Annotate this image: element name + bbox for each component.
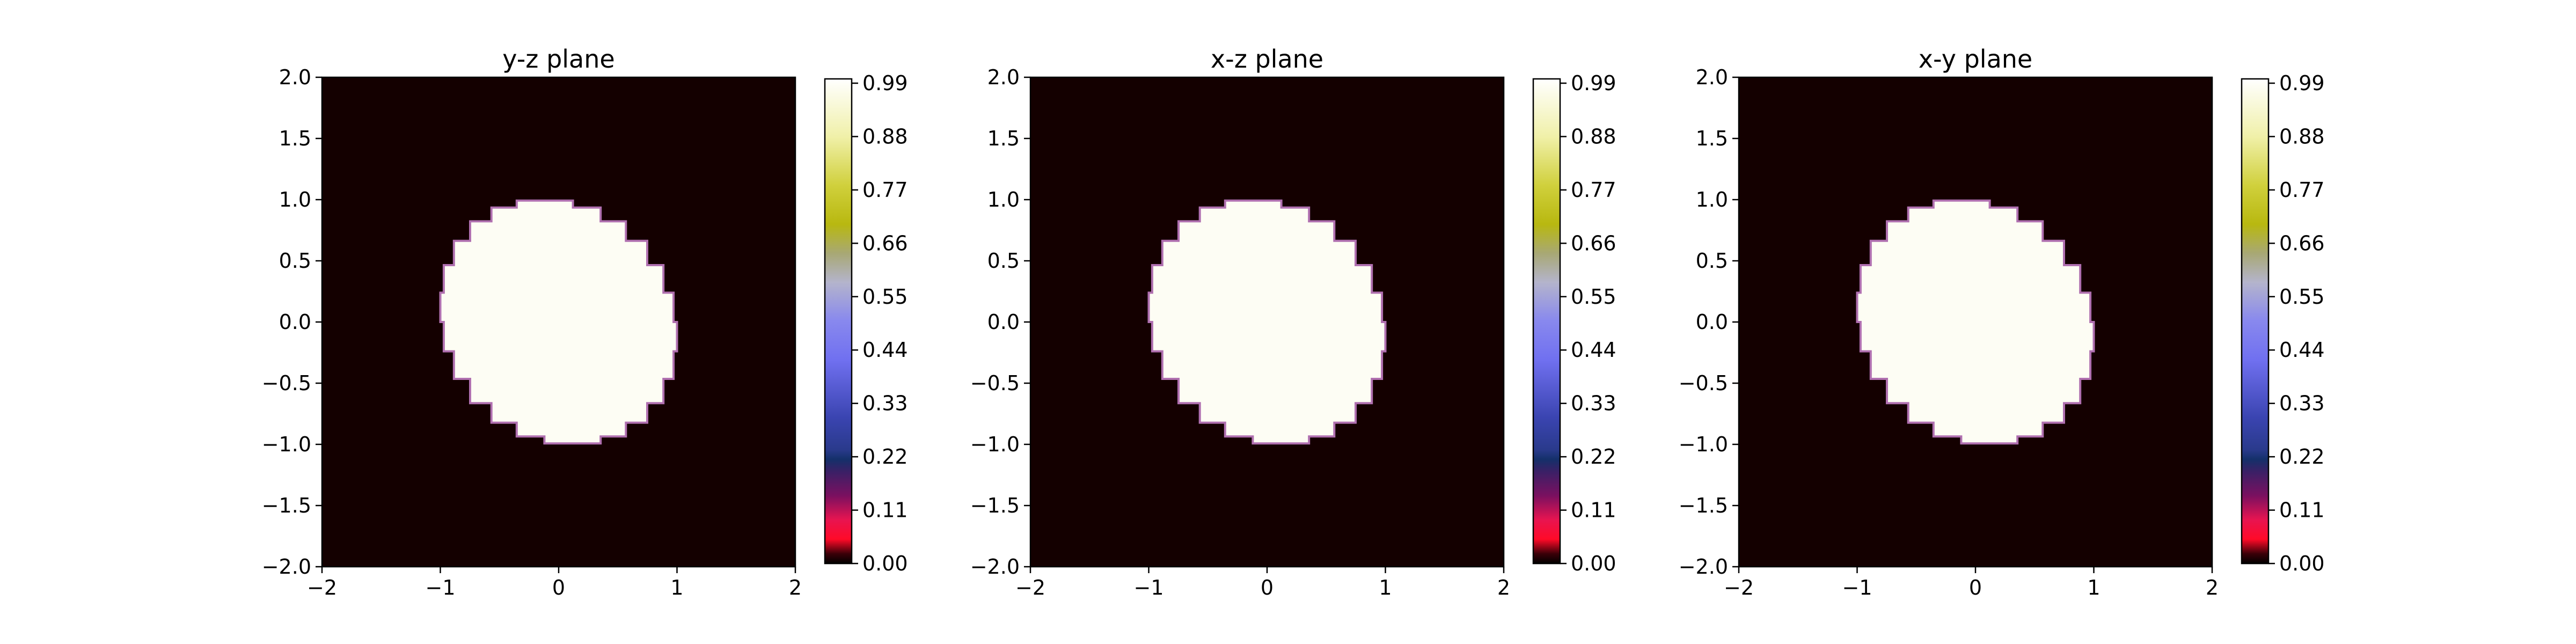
colorbar-frame	[2241, 78, 2270, 565]
y-tick-label: −1.0	[1679, 433, 1728, 456]
y-tick-label: 2.0	[279, 65, 311, 89]
x-tick-label: −2	[307, 576, 337, 599]
y-tick-label: 0.0	[1696, 310, 1728, 334]
y-tick-label: −1.5	[970, 494, 1020, 517]
colorbar-tick-label: 0.22	[862, 445, 908, 469]
colorbar	[1533, 79, 1560, 564]
colorbar-tick-label: 0.33	[2279, 392, 2325, 415]
colorbar-tick-label: 0.11	[862, 499, 908, 522]
colorbar-tick-label: 0.55	[1571, 285, 1616, 309]
colorbar-tick-label: 0.77	[1571, 178, 1616, 202]
disk-region	[1147, 199, 1387, 445]
y-tick-label: 1.5	[1696, 127, 1728, 150]
disk-region	[1856, 199, 2095, 445]
colorbar-tick-label: 0.88	[2279, 125, 2325, 148]
colorbar-tick-label: 0.66	[862, 231, 908, 255]
colorbar-tick-label: 0.88	[1571, 125, 1616, 148]
panel-title: x-y plane	[1919, 45, 2032, 74]
colorbar-tick-label: 0.11	[2279, 499, 2325, 522]
colorbar-tick-label: 0.00	[2279, 552, 2325, 575]
colorbar-tick-label: 0.77	[862, 178, 908, 202]
y-tick-label: −2.0	[1679, 555, 1728, 579]
colorbar-tick-label: 0.99	[2279, 71, 2325, 95]
colorbar-tick-label: 0.33	[862, 392, 908, 415]
y-tick-label: −0.5	[262, 371, 311, 395]
y-tick-label: 1.5	[279, 127, 311, 150]
x-tick-label: −1	[1842, 576, 1872, 599]
y-tick-label: 0.5	[279, 249, 311, 273]
x-tick-label: 2	[789, 576, 802, 599]
colorbar-tick-label: 0.44	[2279, 338, 2325, 362]
x-tick-label: 2	[1497, 576, 1510, 599]
colorbar-tick-label: 0.11	[1571, 499, 1616, 522]
colorbar-tick-label: 0.00	[862, 552, 908, 575]
panel-2: x-z plane −2 −1 0 1 2 2.0 1.5 1.0 0.5 0.0 −0.5 −1.0 −…	[970, 45, 1616, 599]
panel-3: x-y plane −2 −1 0 1 2 2.0 1.5 1.0 0.5 0.0 −0.5 −1.0 −…	[1679, 45, 2325, 599]
colorbar-tick-label: 0.22	[2279, 445, 2325, 469]
y-tick-label: 1.0	[1696, 188, 1728, 211]
y-tick-label: 2.0	[987, 65, 1020, 89]
colorbar-tick-label: 0.00	[1571, 552, 1616, 575]
colorbar-frame	[824, 78, 853, 565]
x-tick-label: 1	[670, 576, 683, 599]
y-tick-label: 2.0	[1696, 65, 1728, 89]
colorbar-tick-label: 0.55	[862, 285, 908, 309]
x-tick-label: −1	[1133, 576, 1163, 599]
x-tick-label: 2	[2206, 576, 2219, 599]
x-tick-label: −2	[1015, 576, 1045, 599]
colorbar-tick-label: 0.33	[1571, 392, 1616, 415]
x-tick-label: 0	[1261, 576, 1274, 599]
colorbar-tick-label: 0.22	[1571, 445, 1616, 469]
y-tick-label: −1.5	[1679, 494, 1728, 517]
y-tick-label: −1.5	[262, 494, 311, 517]
x-tick-label: 1	[1379, 576, 1392, 599]
y-tick-label: −2.0	[970, 555, 1020, 579]
colorbar-frame	[1532, 78, 1561, 565]
colorbar-tick-label: 0.88	[862, 125, 908, 148]
colorbar-tick-label: 0.66	[1571, 231, 1616, 255]
y-tick-label: 0.5	[987, 249, 1020, 273]
y-tick-label: 0.5	[1696, 249, 1728, 273]
colorbar	[2242, 79, 2268, 564]
x-tick-label: 1	[2087, 576, 2100, 599]
disk-region	[439, 199, 678, 445]
x-tick-label: −1	[425, 576, 455, 599]
colorbar-tick-label: 0.44	[1571, 338, 1616, 362]
colorbar	[825, 79, 852, 564]
colorbar-tick-label: 0.44	[862, 338, 908, 362]
y-tick-label: −0.5	[970, 371, 1020, 395]
panel-title: y-z plane	[502, 45, 614, 74]
x-tick-label: −2	[1724, 576, 1754, 599]
x-tick-label: 0	[552, 576, 565, 599]
y-tick-label: 1.0	[987, 188, 1020, 211]
panel-1: y-z plane −2 −1 0 1 2 2.0 1.5 1.0 0.5 0.0 −0.5 −1.0 −…	[262, 45, 908, 599]
y-tick-label: −1.0	[970, 433, 1020, 456]
x-tick-label: 0	[1969, 576, 1982, 599]
panel-title: x-z plane	[1211, 45, 1323, 74]
y-tick-label: 1.5	[987, 127, 1020, 150]
colorbar-tick-label: 0.99	[1571, 71, 1616, 95]
colorbar-tick-label: 0.55	[2279, 285, 2325, 309]
y-tick-label: 0.0	[987, 310, 1020, 334]
y-tick-label: −1.0	[262, 433, 311, 456]
y-tick-label: 1.0	[279, 188, 311, 211]
y-tick-label: 0.0	[279, 310, 311, 334]
y-tick-label: −0.5	[1679, 371, 1728, 395]
colorbar-tick-label: 0.99	[862, 71, 908, 95]
colorbar-tick-label: 0.66	[2279, 231, 2325, 255]
colorbar-tick-label: 0.77	[2279, 178, 2325, 202]
y-tick-label: −2.0	[262, 555, 311, 579]
